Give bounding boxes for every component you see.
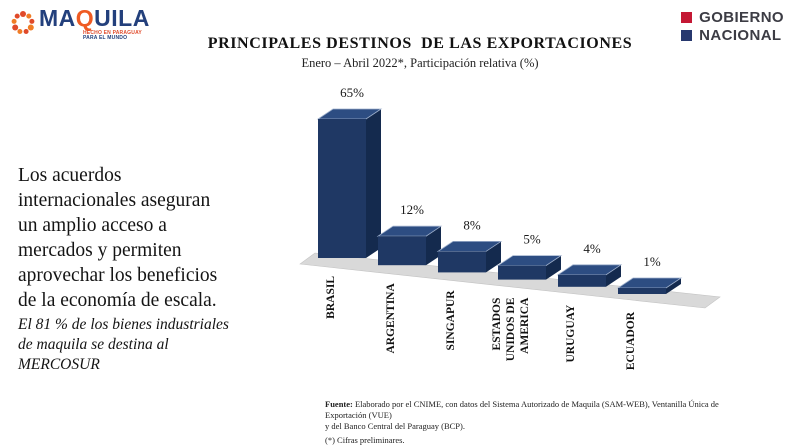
bar-category-label: UNIDOS DE <box>505 297 517 361</box>
bar-category-label: AMERICA <box>519 297 531 354</box>
bar-chart: 65% BRASIL 12% ARGENTINA 8% SINGAPUR 5% ESTADOS… <box>285 80 730 395</box>
bar-value-label: 65% <box>340 85 364 100</box>
bar-value-label: 8% <box>463 217 481 232</box>
bar-value-label: 12% <box>400 202 424 217</box>
source-line-2: y del Banco Central del Paraguay (BCP). <box>325 421 465 431</box>
title-block: PRINCIPALES DESTINOS DE LAS EXPORTACIONE… <box>155 35 685 71</box>
bar-value-label: 4% <box>583 241 601 256</box>
bar-category-label: ARGENTINA <box>385 283 397 354</box>
maquila-ring-icon <box>11 11 35 34</box>
chart-canvas: 65% BRASIL 12% ARGENTINA 8% SINGAPUR 5% ESTADOS… <box>299 85 721 370</box>
bar-category-label: ECUADOR <box>625 311 637 370</box>
bar-category-label: ESTADOS <box>491 298 503 351</box>
commentary-note-italic: El 81 % de los bienes industriales de ma… <box>18 316 229 373</box>
bar-value-label: 1% <box>643 254 661 269</box>
commentary-paragraph: Los acuerdos internacionales aseguran un… <box>18 165 218 311</box>
bar-category-label: SINGAPUR <box>445 290 457 351</box>
bar-category-label: BRASIL <box>325 276 337 319</box>
maquila-brand-text: MAQUILA <box>39 5 150 31</box>
nacional-label: NACIONAL <box>699 26 782 44</box>
red-square-icon <box>681 12 693 24</box>
bar-value-label: 5% <box>523 232 541 247</box>
source-label: Fuente: <box>325 399 353 409</box>
gobierno-nacional-logo: GOBIERNO NACIONAL <box>681 10 784 46</box>
bar-category-label: URUGUAY <box>565 304 577 362</box>
gobierno-label: GOBIERNO <box>699 9 784 26</box>
maquila-logo: MAQUILA HECHO EN PARAGUAY PARA EL MUNDO <box>10 7 150 41</box>
chart-subtitle: Enero – Abril 2022*, Participación relat… <box>301 56 539 70</box>
commentary-block: Los acuerdos internacionales aseguran un… <box>18 163 234 375</box>
gobierno-row: GOBIERNO <box>681 10 784 26</box>
source-footnote: Fuente: Elaborado por el CNIME, con dato… <box>325 399 725 446</box>
nacional-row: NACIONAL <box>681 26 784 44</box>
maquila-tagline: HECHO EN PARAGUAY PARA EL MUNDO <box>83 30 142 41</box>
blue-square-icon <box>681 30 693 42</box>
source-line-1: Fuente: Elaborado por el CNIME, con dato… <box>325 399 719 420</box>
chart-title: PRINCIPALES DESTINOS DE LAS EXPORTACIONE… <box>207 35 633 52</box>
preliminary-note: (*) Cifras preliminares. <box>325 435 405 445</box>
maquila-wordmark: MAQUILA HECHO EN PARAGUAY PARA EL MUNDO <box>39 7 150 41</box>
